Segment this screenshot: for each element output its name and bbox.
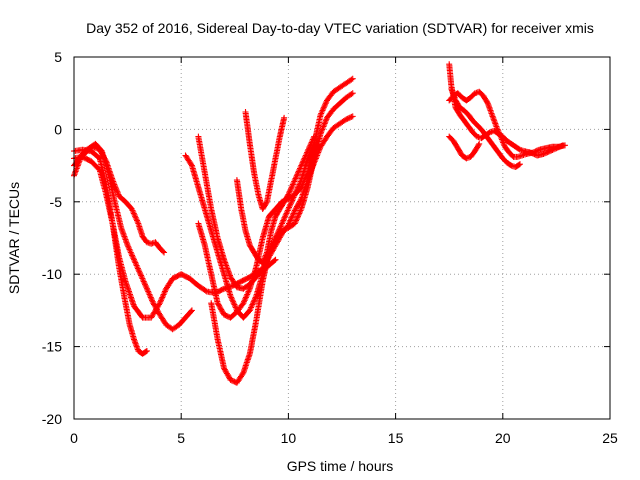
x-tick-label: 20 bbox=[495, 430, 511, 446]
data-series bbox=[448, 85, 523, 170]
x-tick-label: 10 bbox=[281, 430, 297, 446]
series-12-markers bbox=[448, 85, 523, 170]
series-8-markers bbox=[233, 133, 318, 266]
y-tick-label: -10 bbox=[42, 266, 62, 282]
y-axis-label: SDTVAR / TECUs bbox=[6, 182, 22, 294]
data-series bbox=[446, 88, 568, 160]
y-tick-label: -20 bbox=[42, 411, 62, 427]
series-11-markers bbox=[446, 88, 568, 160]
x-tick-label: 15 bbox=[388, 430, 404, 446]
y-tick-label: 0 bbox=[54, 121, 62, 137]
x-tick-label: 5 bbox=[177, 430, 185, 446]
y-tick-label: -15 bbox=[42, 339, 62, 355]
y-tick-label: 5 bbox=[54, 49, 62, 65]
x-tick-label: 0 bbox=[70, 430, 78, 446]
plot-frame bbox=[73, 56, 611, 420]
series-13-markers bbox=[446, 133, 483, 162]
x-axis-label: GPS time / hours bbox=[287, 458, 394, 474]
chart-title: Day 352 of 2016, Sidereal Day-to-day VTE… bbox=[86, 20, 594, 36]
x-tick-label: 25 bbox=[602, 430, 618, 446]
grid bbox=[74, 57, 610, 419]
data-series bbox=[446, 133, 483, 162]
y-tick-label: -5 bbox=[50, 194, 63, 210]
data-series bbox=[242, 109, 288, 212]
data-points bbox=[71, 61, 568, 386]
axis-ticks: 0 5 10 15 20 25 5 0 -5 -10 -15 -20 bbox=[42, 49, 618, 446]
series-9-markers bbox=[242, 109, 288, 212]
data-series bbox=[233, 133, 318, 266]
